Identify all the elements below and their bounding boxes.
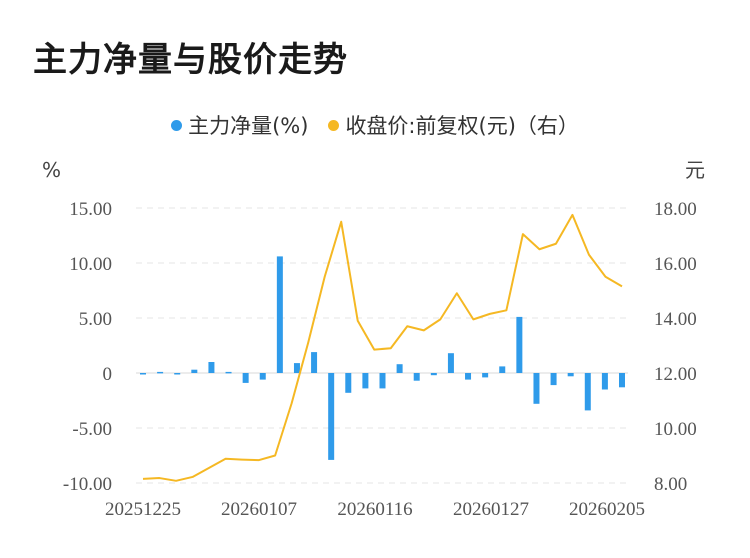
close-price-point[interactable] xyxy=(271,452,279,460)
right-tick-label: 18.00 xyxy=(654,199,697,220)
grid-lines xyxy=(136,207,628,484)
net-volume-bar[interactable] xyxy=(362,373,369,389)
net-volume-bar[interactable] xyxy=(311,352,318,373)
x-axis: 20251225 20260107 20260116 20260127 20260205 xyxy=(105,499,645,520)
chart-title: 主力净量与股价走势 xyxy=(33,40,348,80)
x-tick-label: 20260205 xyxy=(569,499,645,520)
close-price-point[interactable] xyxy=(469,315,477,323)
net-volume-bar[interactable] xyxy=(430,373,437,376)
close-price-point[interactable] xyxy=(288,399,296,407)
close-price-point[interactable] xyxy=(189,473,197,481)
x-tick-label: 20260127 xyxy=(453,499,529,520)
x-tick-label: 20251225 xyxy=(105,499,181,520)
close-price-point[interactable] xyxy=(420,326,428,334)
net-volume-bar[interactable] xyxy=(516,316,523,373)
net-volume-bar[interactable] xyxy=(499,366,506,373)
left-tick-label: 0 xyxy=(103,364,113,385)
net-volume-bar[interactable] xyxy=(225,371,232,374)
close-price-point[interactable] xyxy=(453,289,461,297)
net-volume-bar[interactable] xyxy=(413,373,420,381)
net-volume-bar[interactable] xyxy=(379,373,386,389)
net-volume-bar[interactable] xyxy=(174,373,181,375)
close-price-point[interactable] xyxy=(403,322,411,330)
close-price-point[interactable] xyxy=(354,317,362,325)
left-tick-label: -5.00 xyxy=(72,419,112,440)
close-price-point[interactable] xyxy=(519,230,527,238)
left-tick-label: 15.00 xyxy=(69,199,112,220)
legend-dot-yellow-icon xyxy=(328,119,340,131)
left-tick-label: 5.00 xyxy=(79,309,112,330)
net-volume-bars xyxy=(140,256,625,460)
close-price-point[interactable] xyxy=(205,464,213,472)
close-price-point[interactable] xyxy=(255,456,263,464)
close-price-point[interactable] xyxy=(618,282,626,290)
x-tick-label: 20260107 xyxy=(221,499,297,520)
chart-legend: 主力净量(%) 收盘价:前复权(元)（右） xyxy=(0,110,750,140)
right-tick-label: 16.00 xyxy=(654,254,697,275)
left-axis-unit: % xyxy=(42,158,61,182)
net-volume-bar[interactable] xyxy=(447,353,454,373)
close-price-point[interactable] xyxy=(337,218,345,226)
net-volume-bar[interactable] xyxy=(157,371,164,374)
net-volume-bar[interactable] xyxy=(345,373,352,393)
close-price-point[interactable] xyxy=(139,475,147,483)
close-price-point[interactable] xyxy=(436,315,444,323)
net-volume-bar[interactable] xyxy=(328,373,335,460)
close-price-line[interactable] xyxy=(142,213,623,482)
close-price-line-group xyxy=(139,211,626,485)
legend-item-net-volume[interactable]: 主力净量(%) xyxy=(171,110,308,140)
left-tick-label: 10.00 xyxy=(69,254,112,275)
right-tick-label: 12.00 xyxy=(654,364,697,385)
close-price-point[interactable] xyxy=(552,240,560,248)
net-volume-bar[interactable] xyxy=(482,373,489,378)
close-price-point[interactable] xyxy=(502,306,510,314)
net-volume-bar[interactable] xyxy=(276,256,283,373)
net-volume-bar[interactable] xyxy=(242,373,249,383)
legend-item-close-price[interactable]: 收盘价:前复权(元)（右） xyxy=(328,110,579,140)
close-price-point[interactable] xyxy=(238,456,246,464)
net-volume-bar[interactable] xyxy=(619,373,625,388)
right-tick-label: 10.00 xyxy=(654,419,697,440)
close-price-point[interactable] xyxy=(486,310,494,318)
close-price-point[interactable] xyxy=(387,344,395,352)
close-price-point[interactable] xyxy=(535,245,543,253)
close-price-point[interactable] xyxy=(304,339,312,347)
net-volume-bar[interactable] xyxy=(259,373,266,380)
right-tick-label: 14.00 xyxy=(654,309,697,330)
legend-label-net-volume: 主力净量(%) xyxy=(188,114,309,138)
net-volume-bar[interactable] xyxy=(584,373,591,411)
legend-label-close-price: 收盘价:前复权(元)（右） xyxy=(345,114,579,138)
net-volume-bar[interactable] xyxy=(293,363,300,373)
left-axis: 15.00 10.00 5.00 0 -5.00 -10.00 xyxy=(63,199,112,495)
close-price-point[interactable] xyxy=(222,455,230,463)
close-price-point[interactable] xyxy=(156,474,164,482)
right-axis: 18.00 16.00 14.00 12.00 10.00 8.00 xyxy=(654,199,697,495)
net-volume-bar[interactable] xyxy=(208,362,215,373)
net-volume-bar[interactable] xyxy=(465,373,472,380)
right-axis-unit: 元 xyxy=(685,158,705,182)
close-price-point[interactable] xyxy=(601,273,609,281)
net-volume-bar[interactable] xyxy=(550,373,557,386)
net-volume-bar[interactable] xyxy=(601,373,608,390)
close-price-point[interactable] xyxy=(568,211,576,219)
x-tick-label: 20260116 xyxy=(337,499,412,520)
net-volume-bar[interactable] xyxy=(533,373,540,404)
net-volume-bar[interactable] xyxy=(191,369,198,373)
right-tick-label: 8.00 xyxy=(654,474,687,495)
legend-dot-blue-icon xyxy=(171,119,183,131)
left-tick-label: -10.00 xyxy=(63,474,112,495)
close-price-point[interactable] xyxy=(585,251,593,259)
net-volume-bar[interactable] xyxy=(140,373,146,375)
close-price-point[interactable] xyxy=(370,346,378,354)
net-volume-bar[interactable] xyxy=(396,364,403,373)
close-price-point[interactable] xyxy=(172,477,180,485)
net-volume-bar[interactable] xyxy=(567,373,574,377)
close-price-point[interactable] xyxy=(321,273,329,281)
